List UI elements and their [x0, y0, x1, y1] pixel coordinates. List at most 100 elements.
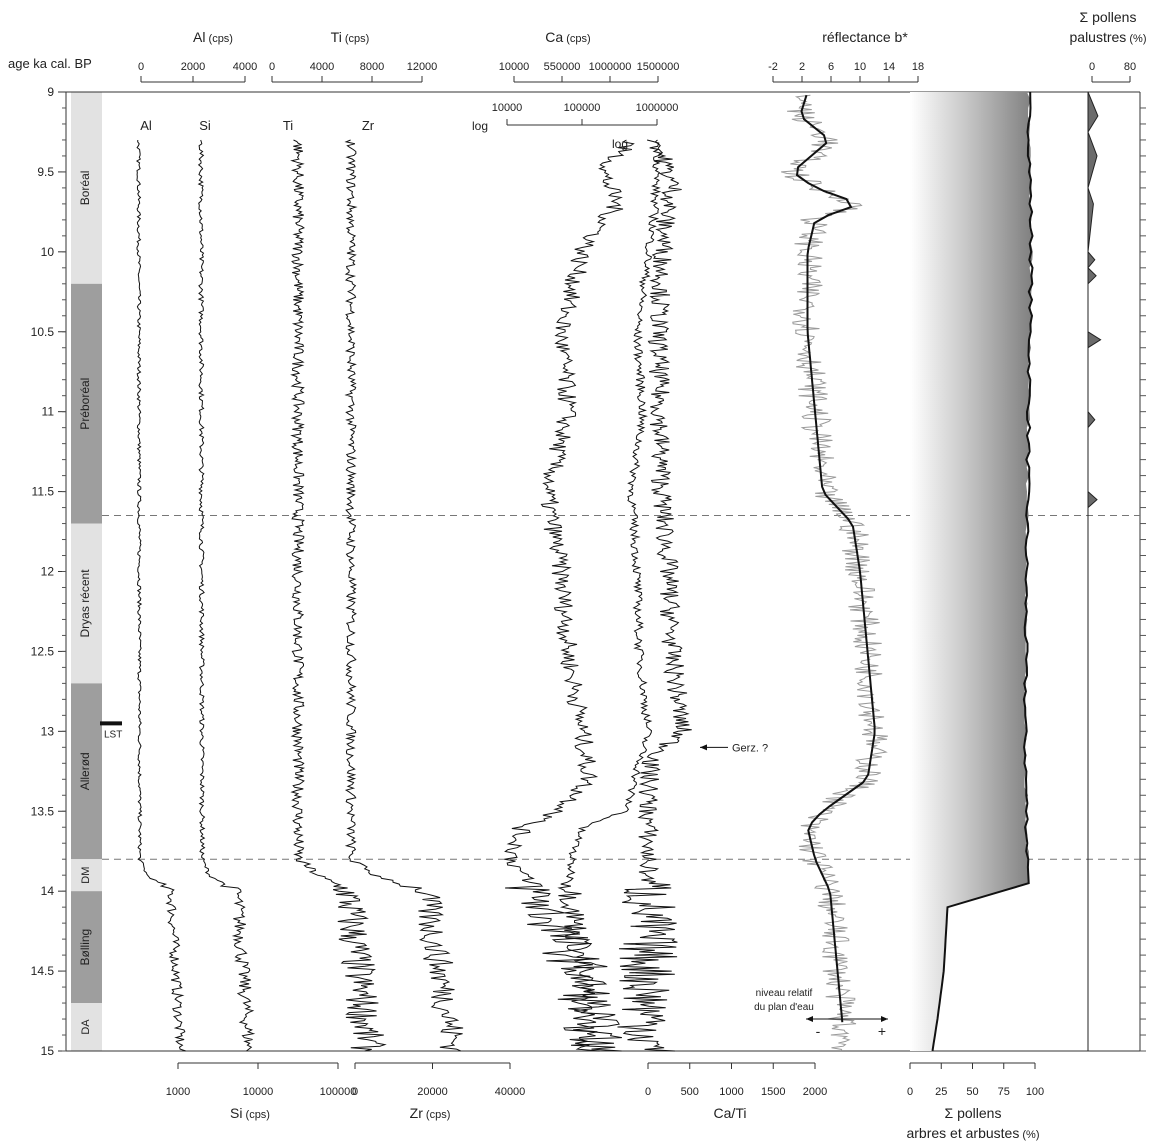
al-axis-tick-label: 0 — [138, 61, 144, 73]
curve-label: Zr — [362, 118, 375, 133]
pollen-outline — [931, 91, 1034, 1052]
ca-inner-log-axis-tick-label: 10000 — [492, 102, 523, 114]
zone-label: Dryas récent — [78, 569, 92, 638]
chronozone-column: Boréal Préboréal Dryas récent Allerød DM Bøll… — [71, 92, 122, 1051]
ca-axis-tick-label: 550000 — [544, 61, 581, 73]
ca-inner-log-axis-tick-label: 100000 — [564, 102, 601, 114]
ca-axis-tick-label: 1000000 — [589, 61, 632, 73]
si-axis-tick-label: 1000 — [166, 1086, 190, 1098]
zone-band — [71, 92, 102, 284]
ca-ti-axis-tick-label: 0 — [645, 1086, 651, 1098]
age-tick-label: 14 — [41, 884, 55, 898]
age-tick-label: 11 — [42, 405, 55, 419]
age-tick-label: 9 — [47, 85, 54, 99]
palustres-area — [1087, 91, 1102, 1051]
pollen-axis-tick-label: 75 — [998, 1086, 1010, 1098]
palustres-axis-tick-label: 0 — [1089, 61, 1095, 73]
water-level-label-1: niveau relatif — [756, 988, 813, 999]
pollen-axis-tick-label: 50 — [966, 1086, 978, 1098]
age-tick-label: 13.5 — [31, 804, 55, 818]
age-axis: 9 9.5 10 10.5 11 11.5 12 12.5 13 13.5 14 14.5 15 age … — [8, 56, 1146, 1058]
zone-label: Allerød — [78, 752, 92, 790]
log-label-right: log — [612, 137, 628, 151]
log-label-left: log — [472, 119, 488, 133]
age-tick-label: 12 — [41, 565, 55, 579]
zone-band — [71, 283, 102, 524]
age-tick-label: 12.5 — [31, 644, 55, 658]
al-title: Al (cps) — [193, 29, 233, 45]
zr-axis-tick-label: 0 — [352, 1086, 358, 1098]
zone-band — [71, 859, 102, 892]
zr-curve — [344, 139, 464, 1052]
al-curve — [135, 139, 186, 1052]
zone-label: DM — [80, 867, 92, 884]
water-level-label-2: du plan d'eau — [754, 1002, 814, 1013]
palustres-title-line1: Σ pollens — [1080, 9, 1137, 25]
palustres-axis-tick-label: 80 — [1124, 61, 1136, 73]
water-level-plus: + — [878, 1023, 886, 1039]
reflectance-title: réflectance b* — [822, 29, 908, 45]
ca-ti-axis-tick-label: 500 — [681, 1086, 699, 1098]
gerz-label: Gerz. ? — [732, 742, 768, 754]
si-curve — [197, 139, 256, 1052]
reflectance-axis-tick-label: 6 — [828, 61, 834, 73]
pollen-axis-tick-label: 0 — [907, 1086, 913, 1098]
age-tick-label: 15 — [41, 1044, 55, 1058]
ca-ti-axis-tick-label: 1500 — [761, 1086, 785, 1098]
age-tick-label: 13 — [41, 724, 55, 738]
zone-band — [71, 683, 102, 860]
ca-ti-axis-tick-label: 2000 — [803, 1086, 827, 1098]
ti-axis-tick-label: 12000 — [407, 61, 438, 73]
age-axis-title: age ka cal. BP — [8, 56, 92, 71]
ca-ti-axis-tick-label: 1000 — [719, 1086, 743, 1098]
si-title: Si (cps) — [230, 1105, 270, 1121]
ca-axis-tick-label: 10000 — [499, 61, 530, 73]
zr-axis-tick-label: 40000 — [495, 1086, 526, 1098]
water-level-arrowhead-right — [881, 1016, 888, 1022]
reflectance-axis-tick-label: 14 — [883, 61, 895, 73]
ti-axis-tick-label: 4000 — [310, 61, 334, 73]
pollen-title-line2: arbres et arbustes (%) — [906, 1125, 1039, 1141]
reflectance-smoothed-curve — [795, 94, 876, 1023]
water-level-arrowhead-left — [806, 1016, 813, 1022]
pollen-title-line1: Σ pollens — [945, 1105, 1002, 1121]
proxy-curves — [135, 94, 888, 1052]
pollen-shading — [910, 91, 1102, 1052]
si-axis-tick-label: 100000 — [320, 1086, 357, 1098]
water-level-minus: - — [816, 1023, 821, 1039]
reflectance-axis-tick-label: 2 — [799, 61, 805, 73]
gerz-arrowhead — [700, 744, 707, 751]
ca-linear-curve — [557, 139, 663, 1052]
zone-label: Bølling — [78, 929, 92, 966]
pollen-axis-tick-label: 100 — [1026, 1086, 1044, 1098]
reflectance-axis-tick-label: 10 — [854, 61, 866, 73]
ca-title: Ca (cps) — [545, 29, 590, 45]
al-axis-tick-label: 2000 — [181, 61, 205, 73]
age-tick-label: 9.5 — [37, 165, 54, 179]
ca-ti-title: Ca/Ti — [714, 1105, 747, 1121]
ti-title: Ti (cps) — [331, 29, 370, 45]
pollen-axis-tick-label: 25 — [935, 1086, 947, 1098]
curve-label: Ti — [283, 118, 293, 133]
zr-axis-tick-label: 20000 — [417, 1086, 448, 1098]
reflectance-axis-tick-label: -2 — [768, 61, 778, 73]
ca-inner-log-axis-tick-label: 1000000 — [636, 102, 679, 114]
reflectance-raw-curve — [781, 94, 888, 1052]
ti-curve — [290, 139, 387, 1052]
figure-labels: Al (cps) Ti (cps) Ca (cps) réflectance b* Σ … — [140, 9, 1146, 1141]
zr-title: Zr (cps) — [410, 1105, 451, 1121]
si-axis-tick-label: 10000 — [243, 1086, 274, 1098]
ca-ti-curve — [617, 139, 692, 1052]
zone-label: DA — [80, 1019, 92, 1035]
ti-axis-tick-label: 0 — [269, 61, 275, 73]
age-tick-label: 10 — [41, 245, 55, 259]
ca-axis-tick-label: 1500000 — [637, 61, 680, 73]
zone-band — [71, 891, 102, 1004]
curve-label: Al — [140, 118, 152, 133]
ca-log-curve — [504, 139, 635, 1052]
zone-band — [71, 523, 102, 684]
reflectance-axis-tick-label: 18 — [912, 61, 924, 73]
curve-label: Si — [199, 118, 211, 133]
age-tick-label: 10.5 — [31, 325, 55, 339]
pollen-area — [910, 92, 1033, 1051]
